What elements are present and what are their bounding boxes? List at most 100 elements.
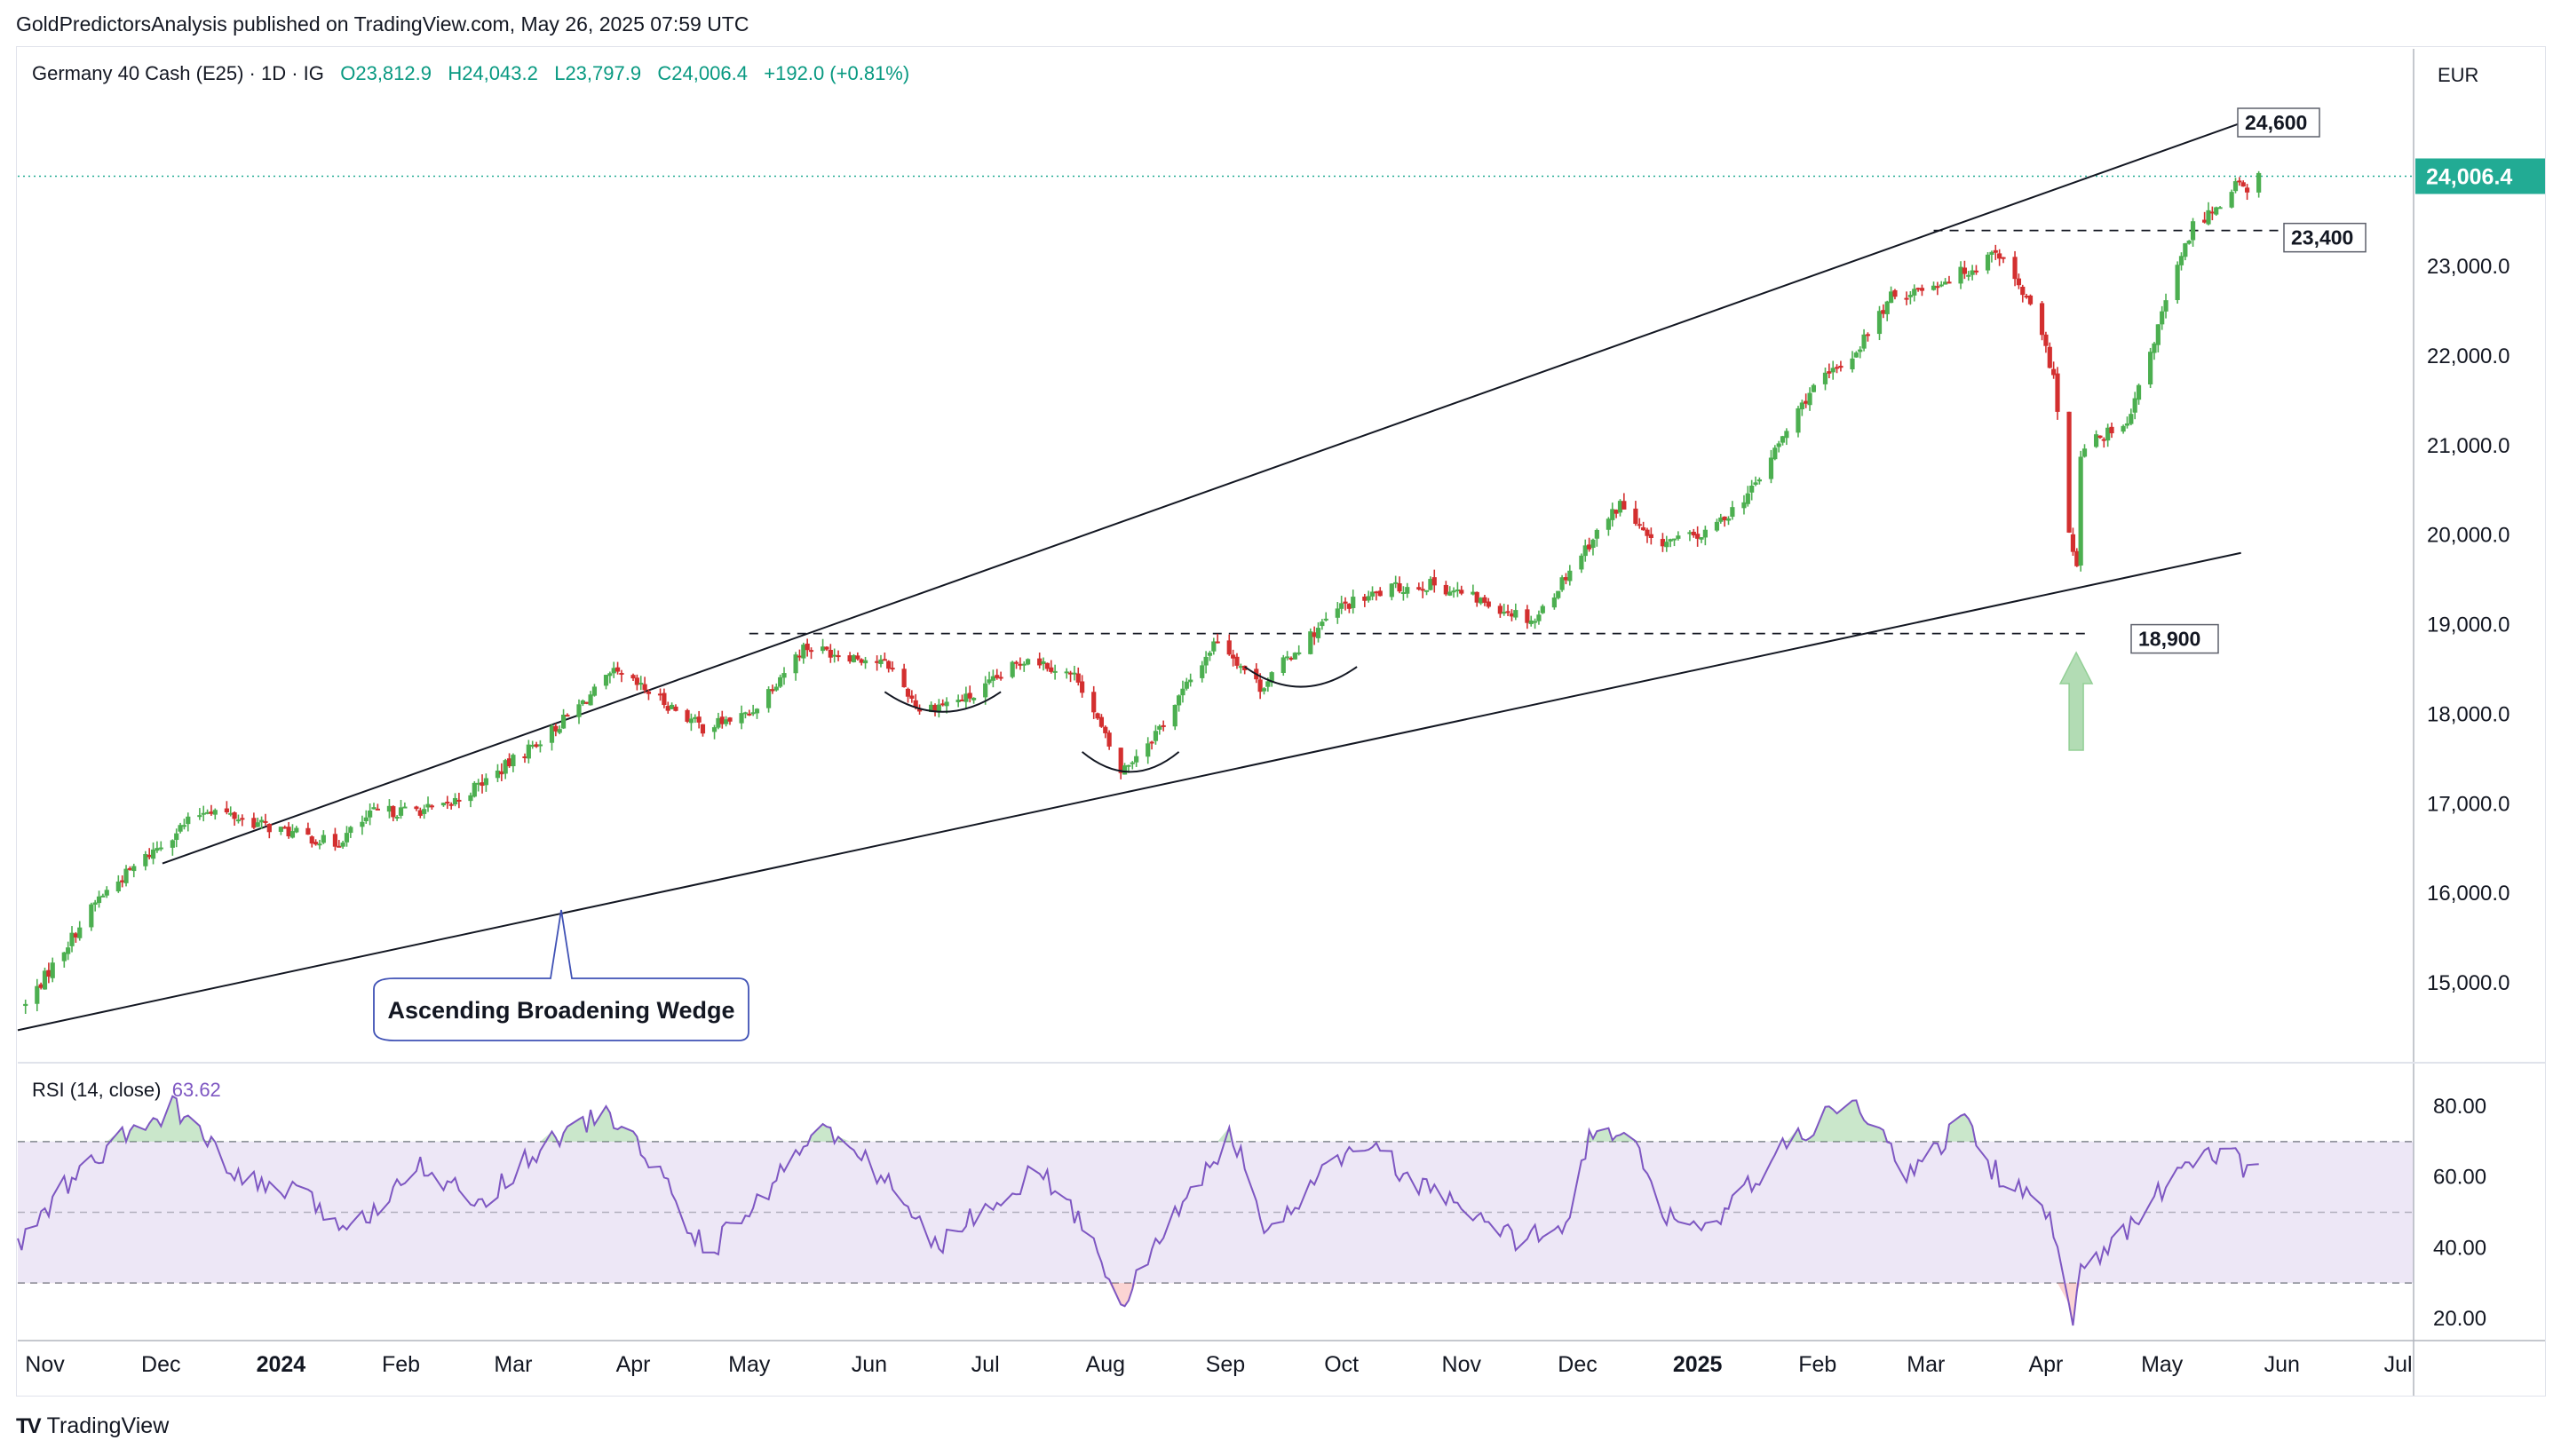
candle-body — [2051, 368, 2057, 376]
candle-body — [1695, 534, 1701, 539]
candle-body — [1098, 716, 1105, 727]
symbol-name: Germany 40 Cash (E25) · 1D · IG — [32, 62, 324, 84]
candle-body — [1018, 663, 1023, 666]
candle-body — [773, 686, 779, 691]
candle-body — [1261, 688, 1267, 692]
wedge-upper-label-box — [2237, 107, 2320, 138]
candle-body — [824, 646, 829, 650]
candle-body — [1741, 502, 1747, 509]
candle-body — [688, 718, 694, 724]
candle-body — [1699, 537, 1704, 540]
price-tick-label: 18,000.0 — [2427, 702, 2509, 726]
candle-body — [1579, 555, 1584, 570]
candle-body — [1400, 592, 1406, 595]
candle-body — [398, 807, 404, 816]
candle-body — [120, 880, 125, 882]
candle-body — [2232, 181, 2239, 192]
candle-body — [104, 890, 109, 896]
candle-body — [360, 821, 365, 827]
candle-body — [2020, 286, 2026, 296]
candle-body — [1505, 611, 1510, 613]
candle-body — [1080, 681, 1085, 693]
annotations-layer: 23,400 18,900 24,600 Ascending Broadening W… — [373, 107, 2367, 1041]
level-label-box — [2130, 623, 2219, 654]
candle-body — [534, 744, 539, 748]
candle-body — [828, 649, 833, 658]
level-label: 23,400 — [2291, 226, 2353, 249]
candle-body — [266, 823, 272, 833]
candle-body — [1676, 535, 1681, 539]
candle-body — [847, 655, 852, 662]
rsi-legend[interactable]: RSI (14, close) 63.62 — [32, 1079, 221, 1102]
time-tick-label: 2024 — [257, 1352, 306, 1377]
candle-body — [1234, 656, 1240, 666]
candle-body — [1369, 591, 1376, 597]
candle-body — [580, 700, 585, 705]
candle-body — [1776, 443, 1781, 447]
candle-body — [235, 819, 242, 822]
candle-body — [673, 706, 678, 711]
candle-body — [1351, 597, 1356, 608]
candle-body — [1486, 601, 1491, 607]
candle-body — [2244, 187, 2250, 193]
tradingview-logo-icon: TV — [16, 1413, 42, 1438]
candle-body — [483, 778, 488, 786]
rounded-bottom-arc — [1244, 666, 1358, 688]
candle-body — [1130, 762, 1135, 764]
publisher-line: GoldPredictorsAnalysis published on Trad… — [16, 12, 749, 36]
candle-body — [472, 782, 477, 797]
candle-body — [739, 713, 744, 724]
currency-selector[interactable]: EUR — [2438, 64, 2479, 86]
candle-body — [987, 679, 992, 684]
candle-body — [1447, 591, 1453, 596]
candle-body — [429, 805, 434, 808]
rsi-band-layer — [18, 1141, 2414, 1284]
candle-body — [700, 724, 706, 734]
candle-body — [670, 704, 675, 709]
candle-body — [1768, 457, 1774, 479]
symbol-legend[interactable]: Germany 40 Cash (E25) · 1D · IG O23,812.… — [32, 62, 909, 85]
candle-body — [2155, 324, 2161, 345]
candle-body — [69, 932, 75, 946]
candle-body — [1362, 596, 1368, 601]
candle-body — [1970, 270, 1975, 275]
candle-body — [402, 806, 408, 809]
candle-body — [1161, 724, 1166, 727]
candle-body — [607, 673, 613, 677]
candle-body — [1725, 518, 1732, 521]
candle-body — [2206, 210, 2211, 225]
candle-body — [1830, 368, 1836, 373]
candle-body — [1796, 408, 1801, 433]
candle-body — [1637, 524, 1642, 526]
candle-body — [1428, 579, 1433, 590]
candle-body — [321, 835, 326, 843]
candle-body — [905, 688, 911, 697]
footer-brand[interactable]: TV TradingView — [16, 1413, 169, 1439]
candle-body — [1838, 365, 1843, 368]
candle-body — [371, 807, 377, 810]
candle-body — [2214, 207, 2219, 215]
candle-body — [1420, 589, 1425, 591]
candle-body — [363, 817, 369, 821]
candle-body — [1876, 311, 1883, 335]
candle-body — [1912, 289, 1917, 296]
candle-body — [1730, 507, 1735, 518]
candle-body — [2256, 172, 2262, 193]
candle-body — [1377, 590, 1383, 597]
candle-body — [368, 810, 373, 818]
candle-body — [591, 686, 598, 696]
candle-body — [805, 643, 810, 651]
candle-body — [212, 810, 218, 815]
candle-body — [1215, 641, 1220, 644]
candle-body — [201, 812, 206, 815]
rsi-tick-label: 80.00 — [2433, 1095, 2486, 1119]
candle-body — [309, 836, 314, 844]
candle-body — [2109, 426, 2114, 434]
candle-body — [186, 816, 191, 825]
rsi-line — [17, 1095, 2259, 1326]
candle-body — [456, 799, 462, 802]
candle-body — [127, 867, 133, 870]
candle-body — [1594, 529, 1599, 539]
candle-body — [2178, 256, 2184, 265]
